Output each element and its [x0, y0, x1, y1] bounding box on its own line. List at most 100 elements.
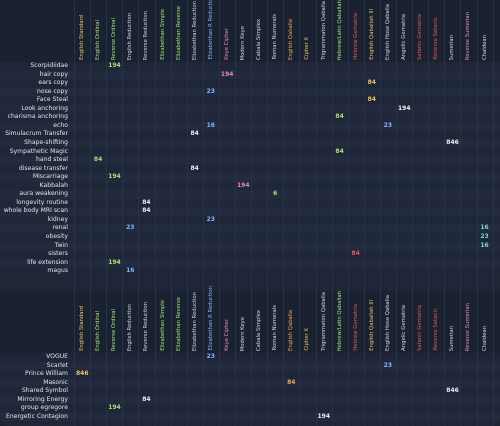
row-label[interactable]: magus: [47, 267, 68, 275]
header-col-20[interactable]: Angelic Gematria: [398, 0, 410, 62]
header2-col-21[interactable]: Satanic Gematria: [414, 291, 426, 353]
header-col-0[interactable]: English Standard: [76, 0, 88, 62]
row-label[interactable]: obesity: [45, 233, 68, 240]
value-cell[interactable]: 16: [480, 241, 489, 249]
header2-col-19[interactable]: English Hose Qaballa: [382, 291, 394, 353]
value-cell[interactable]: 16: [126, 267, 135, 275]
table-row[interactable]: aura weakening 6: [0, 190, 500, 199]
table-row[interactable]: Kabbalah 194: [0, 182, 500, 191]
header2-col-8[interactable]: Elizabethan R Reduction: [205, 286, 217, 353]
value-cell[interactable]: 84: [351, 250, 360, 258]
table-row[interactable]: Energetic Contagion 194: [0, 412, 500, 422]
header2-col-15[interactable]: Trigrammaton Qaballa: [318, 291, 330, 353]
value-cell[interactable]: 84: [142, 395, 151, 403]
value-cell[interactable]: 194: [317, 412, 331, 420]
table-row[interactable]: Scarlet 23: [0, 361, 500, 371]
value-cell[interactable]: 84: [142, 198, 151, 206]
table-row[interactable]: Twin 16: [0, 241, 500, 251]
table-row[interactable]: Shape-shifting 846: [0, 138, 500, 148]
table-row[interactable]: sisters 84: [0, 250, 500, 259]
header-col-12[interactable]: Roman Numerals: [269, 0, 281, 62]
table-row[interactable]: hand steal 84: [0, 156, 500, 165]
value-cell[interactable]: 84: [367, 79, 376, 87]
value-cell[interactable]: 84: [142, 207, 151, 215]
header2-col-16[interactable]: Hebrew/Latin Qaballah: [334, 291, 346, 353]
row-label[interactable]: Mirroring Energy: [17, 395, 68, 403]
row-label[interactable]: Miscarriage: [32, 173, 68, 181]
table-row[interactable]: hair copy 194: [0, 70, 500, 80]
value-cell[interactable]: 194: [237, 181, 250, 189]
value-cell[interactable]: 84: [190, 164, 199, 172]
row-label[interactable]: Sympathetic Magic: [9, 147, 68, 155]
table-row[interactable]: magus 16: [0, 267, 500, 276]
header2-col-12[interactable]: Roman Numerals: [269, 291, 281, 353]
row-label[interactable]: Shape-shifting: [24, 138, 68, 146]
header-col-23[interactable]: Sumerian: [446, 0, 458, 62]
header-col-25[interactable]: Chaldean: [479, 0, 491, 62]
table-row[interactable]: Look anchoring 194: [0, 104, 500, 114]
row-label[interactable]: hand steal: [35, 156, 68, 164]
row-label[interactable]: whole body MRI scan: [3, 207, 68, 215]
row-label[interactable]: group egregore: [20, 404, 68, 412]
row-label[interactable]: hair copy: [39, 70, 68, 78]
row-label[interactable]: sisters: [48, 250, 68, 258]
row-label[interactable]: aura weakening: [19, 190, 68, 198]
header-col-24[interactable]: Reverse Sumerian: [462, 0, 474, 62]
table-row[interactable]: Masonic 84: [0, 378, 500, 388]
header2-col-5[interactable]: Elizabethan Simple: [157, 291, 169, 353]
row-label[interactable]: ears copy: [38, 79, 68, 87]
value-cell[interactable]: 23: [383, 121, 393, 129]
row-label[interactable]: Scarlet: [46, 361, 68, 369]
header-col-2[interactable]: Reverse Ordinal: [108, 0, 120, 62]
row-label[interactable]: Face Steal: [36, 96, 68, 104]
header-col-4[interactable]: Reverse Reduction: [140, 0, 152, 62]
row-label[interactable]: charisma anchoring: [7, 113, 68, 121]
value-cell[interactable]: 23: [126, 224, 135, 232]
header-col-10[interactable]: Modern Keye: [237, 0, 249, 62]
value-cell[interactable]: 23: [206, 87, 215, 95]
table-row[interactable]: Miscarriage 194: [0, 173, 500, 182]
table-row[interactable]: Mirroring Energy 84: [0, 395, 500, 405]
header-col-9[interactable]: Keye Cipher: [221, 0, 233, 62]
value-cell[interactable]: 84: [335, 113, 344, 121]
table-row[interactable]: life extension 194: [0, 258, 500, 268]
header-col-19[interactable]: English Hose Qaballa: [382, 0, 394, 62]
header-col-1[interactable]: English Ordinal: [92, 0, 104, 62]
row-label[interactable]: Energetic Contagion: [6, 412, 68, 420]
value-cell[interactable]: 846: [446, 387, 459, 395]
table-row[interactable]: renal 23 16: [0, 224, 500, 233]
header2-col-10[interactable]: Modern Keye: [237, 291, 249, 353]
value-cell[interactable]: 6: [273, 190, 278, 198]
value-cell[interactable]: 194: [220, 70, 234, 78]
header-col-5[interactable]: Elizabethan Simple: [157, 0, 169, 62]
header2-col-23[interactable]: Sumerian: [446, 291, 458, 353]
header-col-21[interactable]: Satanic Gematria: [414, 0, 426, 62]
table-row[interactable]: Sympathetic Magic 84: [0, 148, 500, 157]
header2-col-14[interactable]: Cipher X: [301, 291, 313, 353]
row-label[interactable]: disease transfer: [18, 164, 68, 172]
table-row[interactable]: disease transfer 84: [0, 165, 500, 174]
row-label[interactable]: echo: [53, 121, 68, 129]
header2-col-20[interactable]: Angelic Gematria: [398, 291, 410, 353]
value-cell[interactable]: 846: [76, 370, 89, 378]
row-label[interactable]: Simulacrum Transfer: [5, 130, 68, 138]
header2-col-9[interactable]: Keye Cipher: [221, 291, 233, 353]
table-row[interactable]: Prince William 846: [0, 370, 500, 379]
header2-col-11[interactable]: Cabala Simplex: [253, 291, 265, 353]
row-label[interactable]: Kabbalah: [39, 181, 68, 189]
row-label[interactable]: nose copy: [36, 87, 68, 95]
row-label[interactable]: Shared Symbol: [21, 387, 68, 395]
value-cell[interactable]: 194: [108, 173, 121, 181]
value-cell[interactable]: 84: [93, 156, 103, 164]
table-row[interactable]: Simulacrum Transfer 84: [0, 130, 500, 139]
row-label[interactable]: Twin: [54, 241, 68, 249]
table-row[interactable]: nose copy 23: [0, 87, 500, 97]
value-cell[interactable]: 84: [287, 378, 296, 386]
value-cell[interactable]: 16: [480, 224, 489, 232]
header-col-15[interactable]: Trigrammaton Qaballa: [318, 0, 330, 62]
value-cell[interactable]: 194: [108, 404, 121, 412]
table-row[interactable]: Scorpidiidae 194: [0, 62, 500, 71]
header2-col-4[interactable]: Reverse Reduction: [140, 291, 152, 353]
table-row[interactable]: echo 16 23: [0, 121, 500, 131]
header-col-11[interactable]: Cabala Simplex: [253, 0, 265, 62]
